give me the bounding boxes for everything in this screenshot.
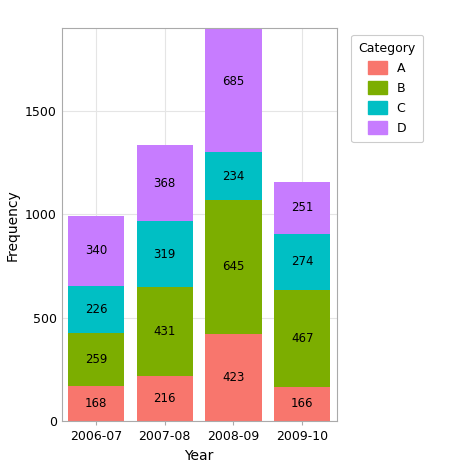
Bar [274,182,330,234]
Bar [205,200,262,333]
Text: 423: 423 [222,371,245,384]
Text: 340: 340 [85,245,107,257]
Bar [205,10,262,152]
Bar [205,333,262,421]
Bar [137,221,193,287]
Text: 431: 431 [154,325,176,338]
Bar [68,386,124,421]
Bar [274,386,330,421]
Text: 685: 685 [222,75,245,88]
Text: 251: 251 [291,201,313,214]
Bar [205,152,262,200]
Text: 168: 168 [85,397,107,410]
Bar [68,216,124,286]
Text: 274: 274 [291,255,313,268]
Y-axis label: Frequency: Frequency [5,189,19,261]
X-axis label: Year: Year [184,448,214,463]
Bar [68,286,124,333]
Text: 226: 226 [85,303,107,316]
Text: 216: 216 [154,392,176,405]
Text: 234: 234 [222,170,245,183]
Text: 319: 319 [154,248,176,261]
Bar [137,287,193,377]
Bar [137,145,193,221]
Bar [274,234,330,290]
Legend: A, B, C, D: A, B, C, D [351,35,423,142]
Text: 467: 467 [291,332,313,345]
Text: 166: 166 [291,397,313,410]
Text: 259: 259 [85,353,107,366]
Text: 368: 368 [154,177,176,190]
Bar [137,377,193,421]
Text: 645: 645 [222,261,245,273]
Bar [68,333,124,386]
Bar [274,290,330,386]
